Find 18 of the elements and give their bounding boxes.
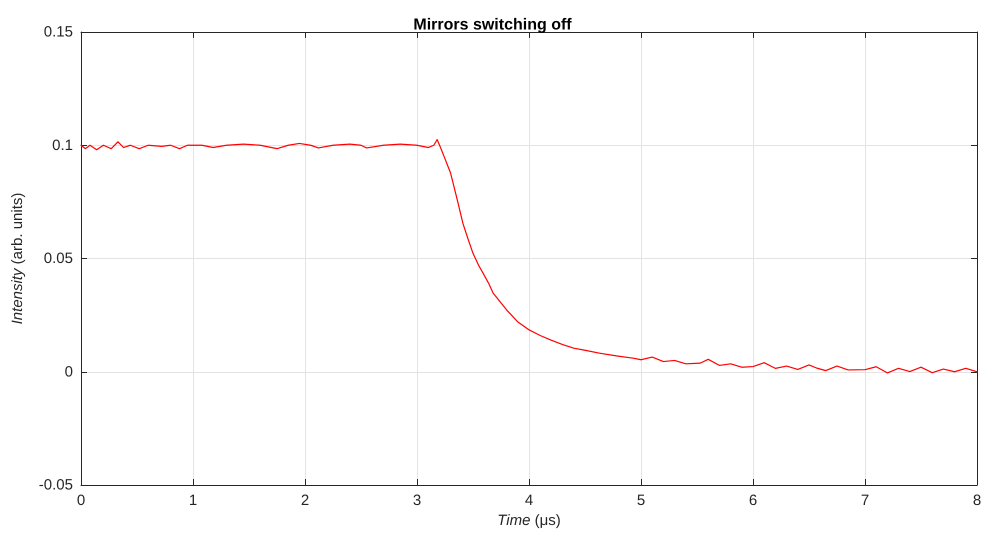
line-series: [80, 138, 978, 374]
x-tick-label: 7: [860, 492, 870, 509]
x-tick-label: 5: [636, 492, 646, 509]
y-tick-label: 0.05: [44, 250, 73, 267]
y-tick-label: 0: [64, 363, 73, 380]
y-tick-label: 0.15: [44, 24, 73, 40]
x-tick-label: 3: [412, 492, 422, 509]
x-tick-label: 4: [524, 492, 534, 509]
y-tick-label: -0.05: [38, 476, 73, 494]
x-axis-title: Time (μs): [497, 512, 561, 529]
x-tick-label: 1: [188, 492, 198, 509]
x-tick-label: 0: [76, 492, 86, 509]
y-axis-title: Intensity (arb. units): [9, 192, 26, 324]
y-tick-label: 0.1: [52, 136, 73, 154]
x-tick-label: 6: [748, 492, 758, 509]
x-tick-label: 2: [300, 492, 310, 509]
chart-title: Mirrors switching off: [413, 16, 572, 34]
x-tick-label: 8: [972, 492, 982, 509]
